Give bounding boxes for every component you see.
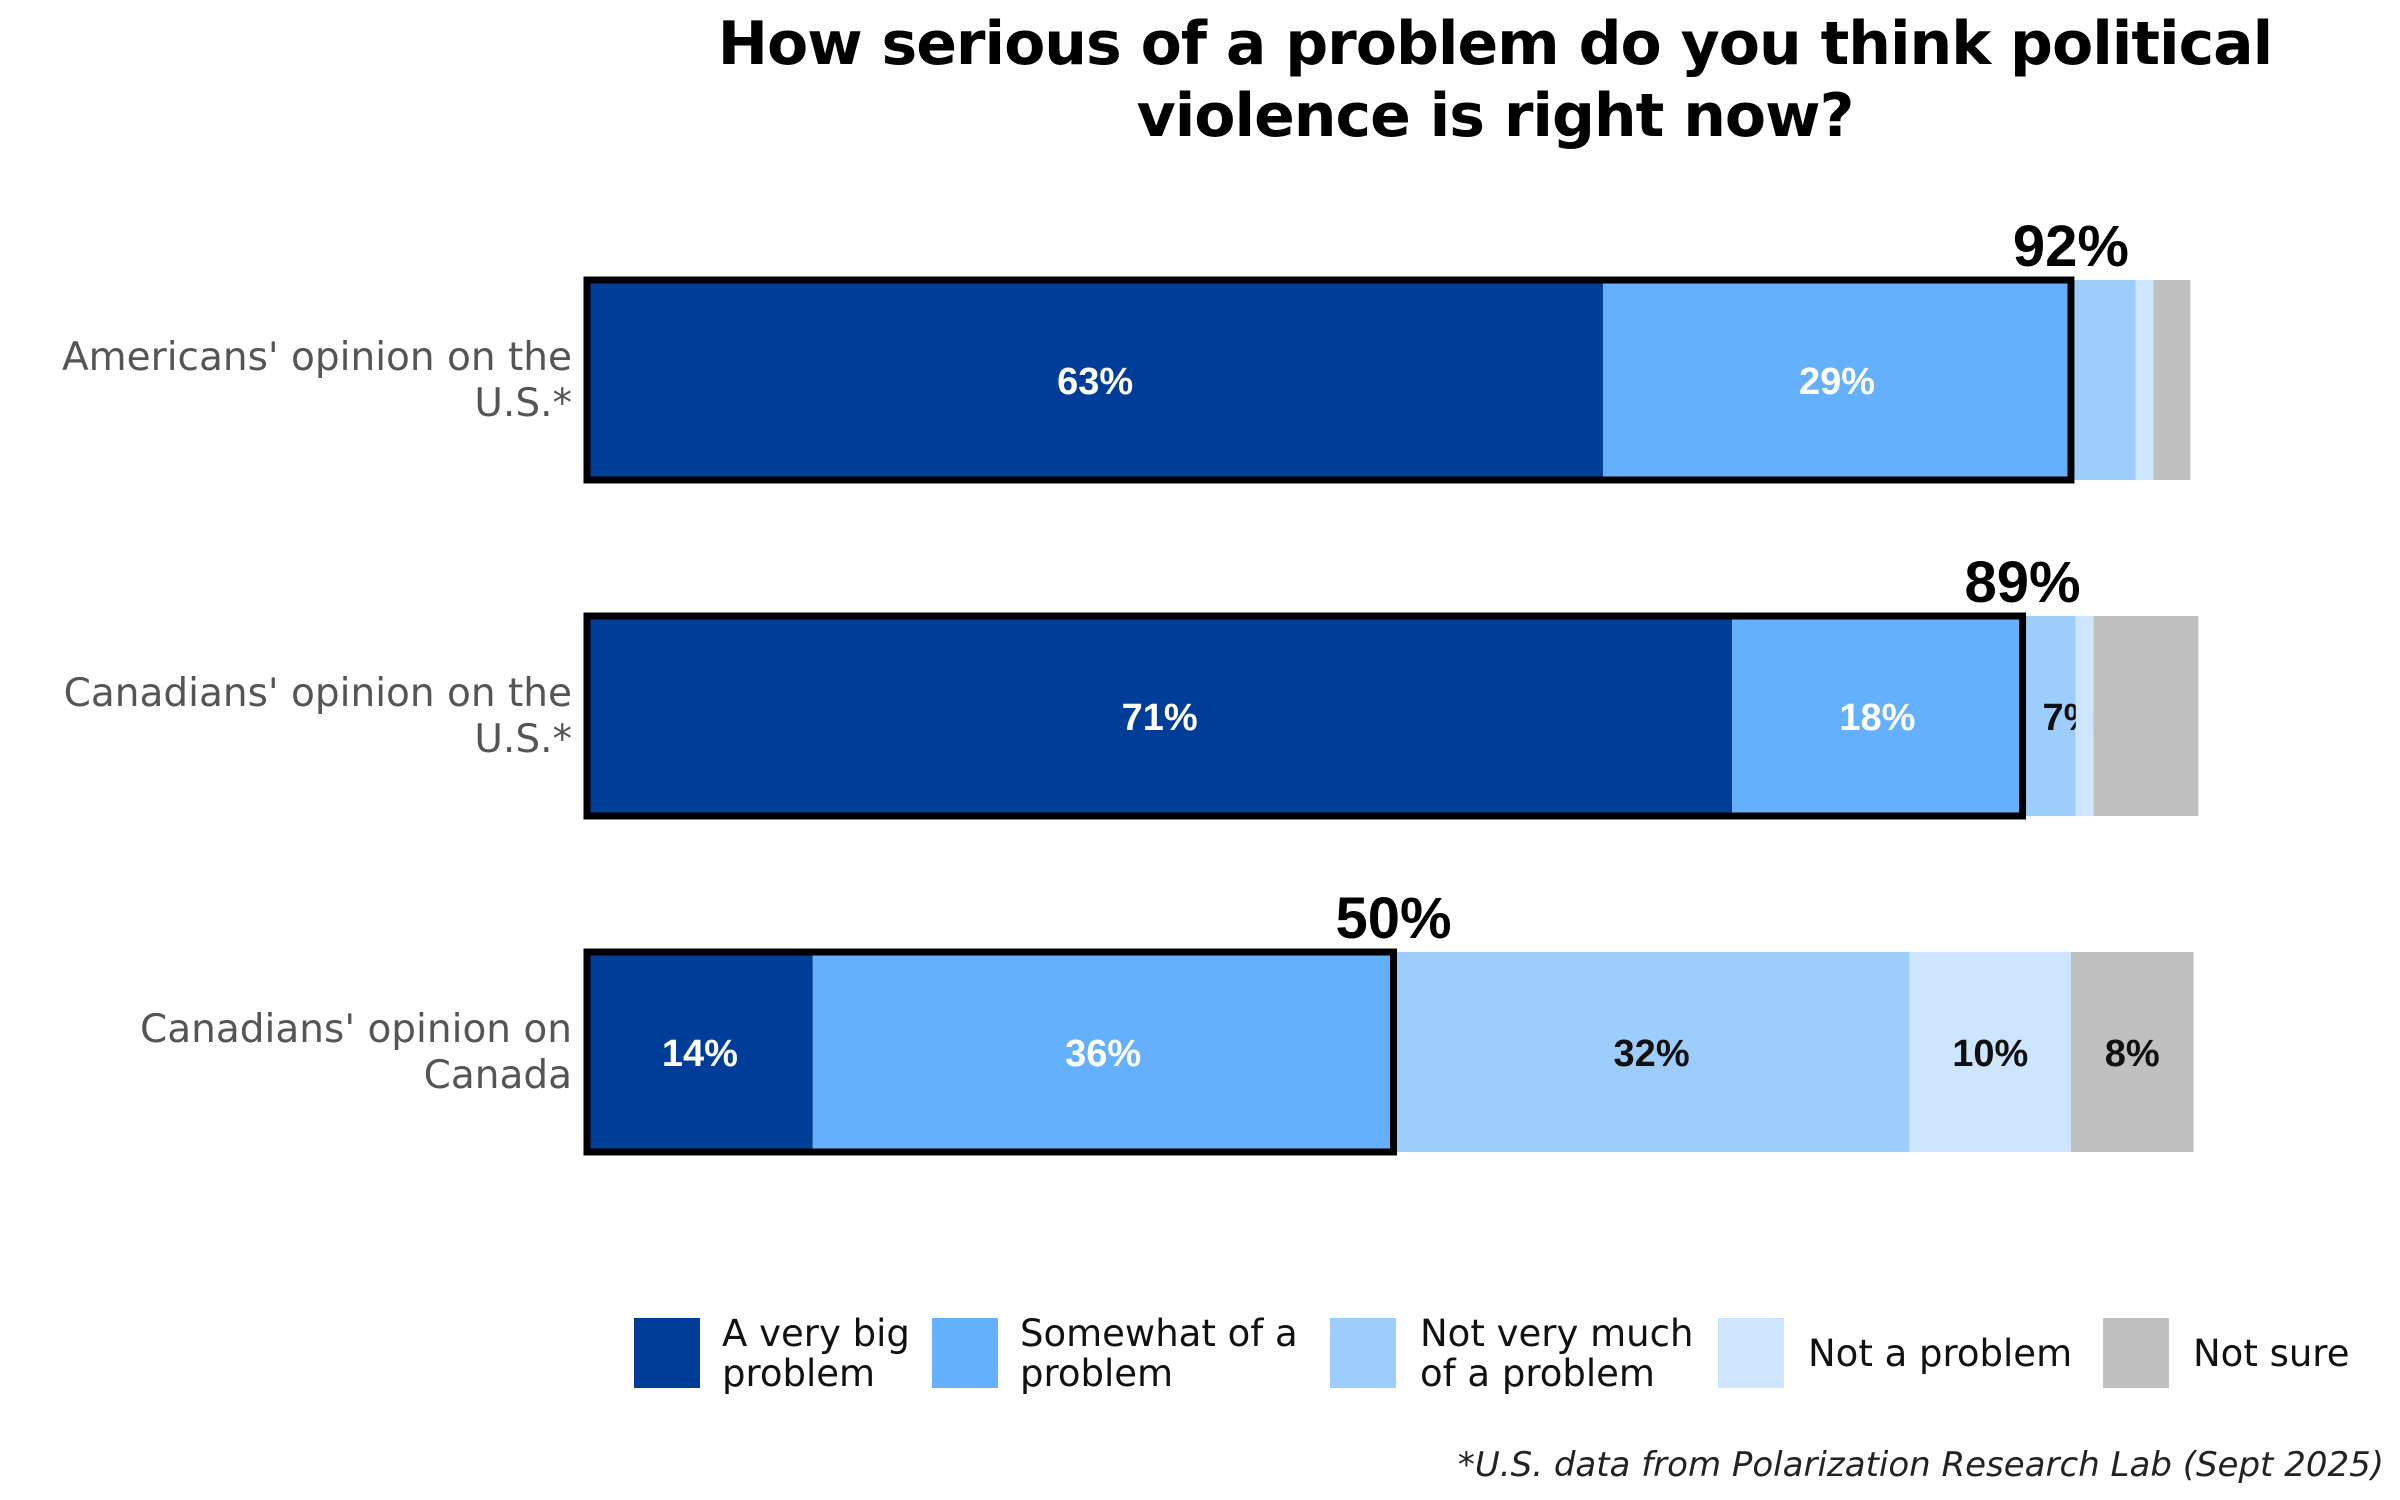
bar-row: Canadians' opinion on Canada 14% 36% 32% 10% 8… — [140, 886, 2194, 1156]
bar-segment — [587, 952, 813, 1152]
legend-label: Somewhat of a problem — [1020, 1312, 1298, 1395]
legend-swatch — [634, 1318, 700, 1388]
source-note: *U.S. data from Polarization Research La… — [1458, 1445, 2384, 1485]
category-label-line: U.S.* — [474, 381, 572, 426]
title-line: How serious of a problem do you think po… — [718, 9, 2272, 79]
bar-segment — [587, 280, 1604, 480]
bar-segment — [2135, 280, 2154, 480]
legend-item: Somewhat of a problem — [932, 1312, 1298, 1395]
total-label: 92% — [2013, 214, 2129, 279]
legend-swatch — [1330, 1318, 1396, 1388]
bar-segment — [812, 952, 1394, 1152]
total-label: 50% — [1335, 886, 1451, 951]
category-label: Canadians' opinion on Canada — [140, 1007, 572, 1098]
total-outline — [583, 276, 2075, 484]
legend-item: A very big problem — [634, 1312, 910, 1395]
category-label-line: Americans' opinion on the — [62, 335, 572, 380]
segment-label: 8% — [2105, 1033, 2160, 1075]
chart-title: How serious of a problem do you think po… — [718, 9, 2273, 151]
legend-item: Not very much of a problem — [1330, 1312, 1693, 1395]
bar-segment — [2153, 280, 2191, 480]
legend-label: Not very much of a problem — [1420, 1312, 1693, 1395]
legend-label-line: A very big — [722, 1312, 910, 1355]
legend-label-line: Somewhat of a — [1020, 1312, 1298, 1355]
segment-label: 36% — [1065, 1033, 1141, 1075]
bar-segment — [2075, 616, 2094, 816]
legend-item: Not a problem — [1718, 1318, 2072, 1388]
bar-segment — [2070, 280, 2136, 480]
bar-segment — [1732, 616, 2023, 816]
total-outline — [583, 948, 1397, 1156]
legend-swatch — [2103, 1318, 2169, 1388]
bar-segment — [1909, 952, 2071, 1152]
segment-label: 14% — [662, 1033, 738, 1075]
bar-segment — [1393, 952, 1910, 1152]
legend-label: A very big problem — [722, 1312, 910, 1395]
total-outline — [583, 612, 2027, 820]
legend-label-line: Not a problem — [1808, 1332, 2072, 1375]
legend-label-line: Not very much — [1420, 1312, 1693, 1355]
legend-swatch — [1718, 1318, 1784, 1388]
segment-label: 71% — [1122, 697, 1198, 739]
bar-segment — [1603, 280, 2071, 480]
legend-label-line: problem — [1020, 1352, 1173, 1395]
category-label-line: Canada — [424, 1053, 572, 1098]
bar-segment — [2022, 616, 2076, 816]
segment-label: 63% — [1057, 361, 1133, 403]
bar-segment — [587, 616, 1733, 816]
bar-row: Canadians' opinion on the U.S.* 71% 18% 7%89… — [64, 550, 2199, 820]
legend-label: Not sure — [2193, 1332, 2349, 1375]
segment-label: 32% — [1614, 1033, 1690, 1075]
category-label-line: Canadians' opinion on — [140, 1007, 572, 1052]
total-label: 89% — [1965, 550, 2081, 615]
segment-label: 29% — [1799, 361, 1875, 403]
legend-item: Not sure — [2103, 1318, 2349, 1388]
category-label-line: Canadians' opinion on the — [64, 671, 572, 716]
bar-segment — [2070, 952, 2194, 1152]
category-label: Americans' opinion on the U.S.* — [62, 335, 572, 426]
legend-label-line: of a problem — [1420, 1352, 1655, 1395]
category-label: Canadians' opinion on the U.S.* — [64, 671, 572, 762]
legend-label-line: Not sure — [2193, 1332, 2349, 1375]
legend-label-line: problem — [722, 1352, 875, 1395]
title-line: violence is right now? — [1137, 81, 1854, 151]
segment-label: 18% — [1839, 697, 1915, 739]
legend-swatch — [932, 1318, 998, 1388]
bars: Americans' opinion on the U.S.* 63% 29%92%C… — [62, 214, 2199, 1156]
legend-label: Not a problem — [1808, 1332, 2072, 1375]
bar-segment — [2093, 616, 2199, 816]
category-label-line: U.S.* — [474, 717, 572, 762]
bar-row: Americans' opinion on the U.S.* 63% 29% 92% — [62, 214, 2191, 484]
segment-label: 10% — [1952, 1033, 2028, 1075]
